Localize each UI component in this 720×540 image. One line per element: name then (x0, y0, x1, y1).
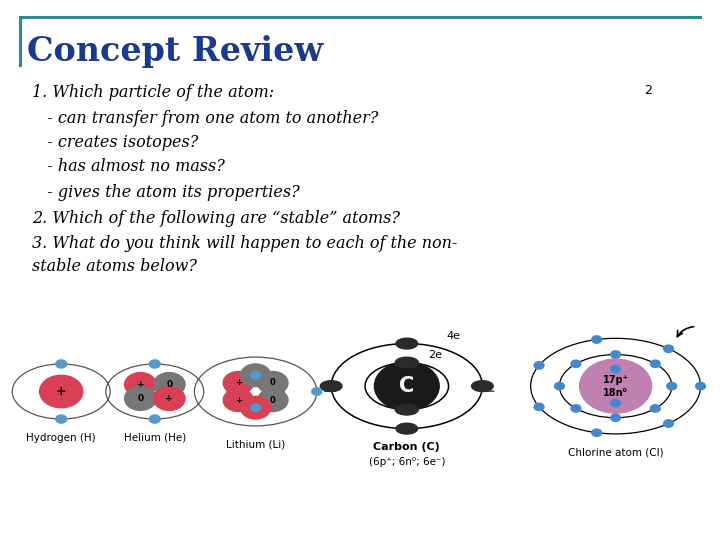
Circle shape (240, 364, 271, 387)
Circle shape (534, 362, 544, 369)
Circle shape (664, 345, 673, 353)
Circle shape (611, 400, 621, 407)
Circle shape (554, 382, 564, 390)
Text: - gives the atom its properties?: - gives the atom its properties? (32, 184, 300, 200)
Circle shape (592, 429, 602, 436)
Circle shape (56, 360, 67, 368)
Circle shape (611, 366, 621, 373)
Text: 0: 0 (270, 396, 276, 404)
Text: −: − (322, 382, 338, 401)
Text: +: + (252, 403, 259, 412)
Circle shape (696, 382, 706, 390)
Text: Lithium (Li): Lithium (Li) (226, 440, 285, 449)
Text: stable atoms below?: stable atoms below? (32, 258, 197, 275)
Circle shape (258, 372, 288, 394)
Circle shape (223, 389, 253, 411)
Text: C: C (399, 376, 415, 396)
Circle shape (251, 404, 261, 411)
Circle shape (312, 388, 322, 395)
Circle shape (571, 360, 581, 367)
Text: Chlorine atom (Cl): Chlorine atom (Cl) (568, 447, 663, 457)
Text: +: + (166, 394, 173, 403)
Ellipse shape (396, 423, 418, 434)
Ellipse shape (396, 338, 418, 349)
Text: 4e: 4e (446, 331, 460, 341)
Circle shape (251, 372, 261, 379)
Text: - can transfer from one atom to another?: - can transfer from one atom to another? (32, 110, 379, 127)
Text: 1. Which particle of the atom:: 1. Which particle of the atom: (32, 84, 274, 100)
Circle shape (580, 359, 652, 413)
Text: 3. What do you think will happen to each of the non-: 3. What do you think will happen to each… (32, 235, 458, 252)
Circle shape (240, 396, 271, 419)
Circle shape (611, 414, 621, 421)
Circle shape (153, 387, 185, 410)
Ellipse shape (320, 381, 342, 392)
Text: Concept Review: Concept Review (27, 35, 323, 68)
Text: - creates isotopes?: - creates isotopes? (32, 134, 199, 151)
Circle shape (374, 362, 439, 410)
Text: 2e: 2e (428, 350, 442, 360)
Circle shape (125, 387, 156, 410)
Circle shape (611, 351, 621, 358)
Text: 0: 0 (270, 379, 276, 387)
Circle shape (650, 405, 660, 412)
Text: 17p⁺: 17p⁺ (603, 375, 629, 384)
Circle shape (667, 382, 677, 390)
Circle shape (258, 389, 288, 411)
Text: 18n⁰: 18n⁰ (603, 388, 628, 397)
Text: (6p⁺; 6n⁰; 6e⁻): (6p⁺; 6n⁰; 6e⁻) (369, 457, 445, 467)
Text: +: + (235, 379, 242, 387)
Text: - has almost no mass?: - has almost no mass? (32, 158, 225, 174)
Circle shape (40, 375, 83, 408)
Circle shape (150, 360, 161, 368)
Circle shape (534, 403, 544, 410)
Text: Hydrogen (H): Hydrogen (H) (27, 433, 96, 443)
Text: 0: 0 (253, 371, 258, 380)
Text: +: + (137, 380, 144, 389)
Circle shape (571, 405, 581, 412)
Ellipse shape (395, 357, 418, 368)
Circle shape (223, 372, 253, 394)
Ellipse shape (395, 404, 418, 415)
Text: Carbon (C): Carbon (C) (374, 442, 440, 452)
Text: Helium (He): Helium (He) (124, 433, 186, 443)
Text: 2. Which of the following are “stable” atoms?: 2. Which of the following are “stable” a… (32, 210, 400, 226)
Circle shape (664, 420, 673, 427)
Ellipse shape (472, 381, 493, 392)
Circle shape (650, 360, 660, 367)
Circle shape (150, 415, 161, 423)
Text: 0: 0 (138, 394, 143, 403)
Circle shape (125, 373, 156, 396)
Text: 2: 2 (644, 84, 652, 97)
Text: +: + (235, 396, 242, 404)
Circle shape (592, 336, 602, 343)
Circle shape (56, 415, 66, 423)
Text: −: − (480, 382, 496, 401)
Text: 0: 0 (166, 380, 172, 389)
Text: +: + (56, 385, 66, 398)
Circle shape (153, 373, 185, 396)
